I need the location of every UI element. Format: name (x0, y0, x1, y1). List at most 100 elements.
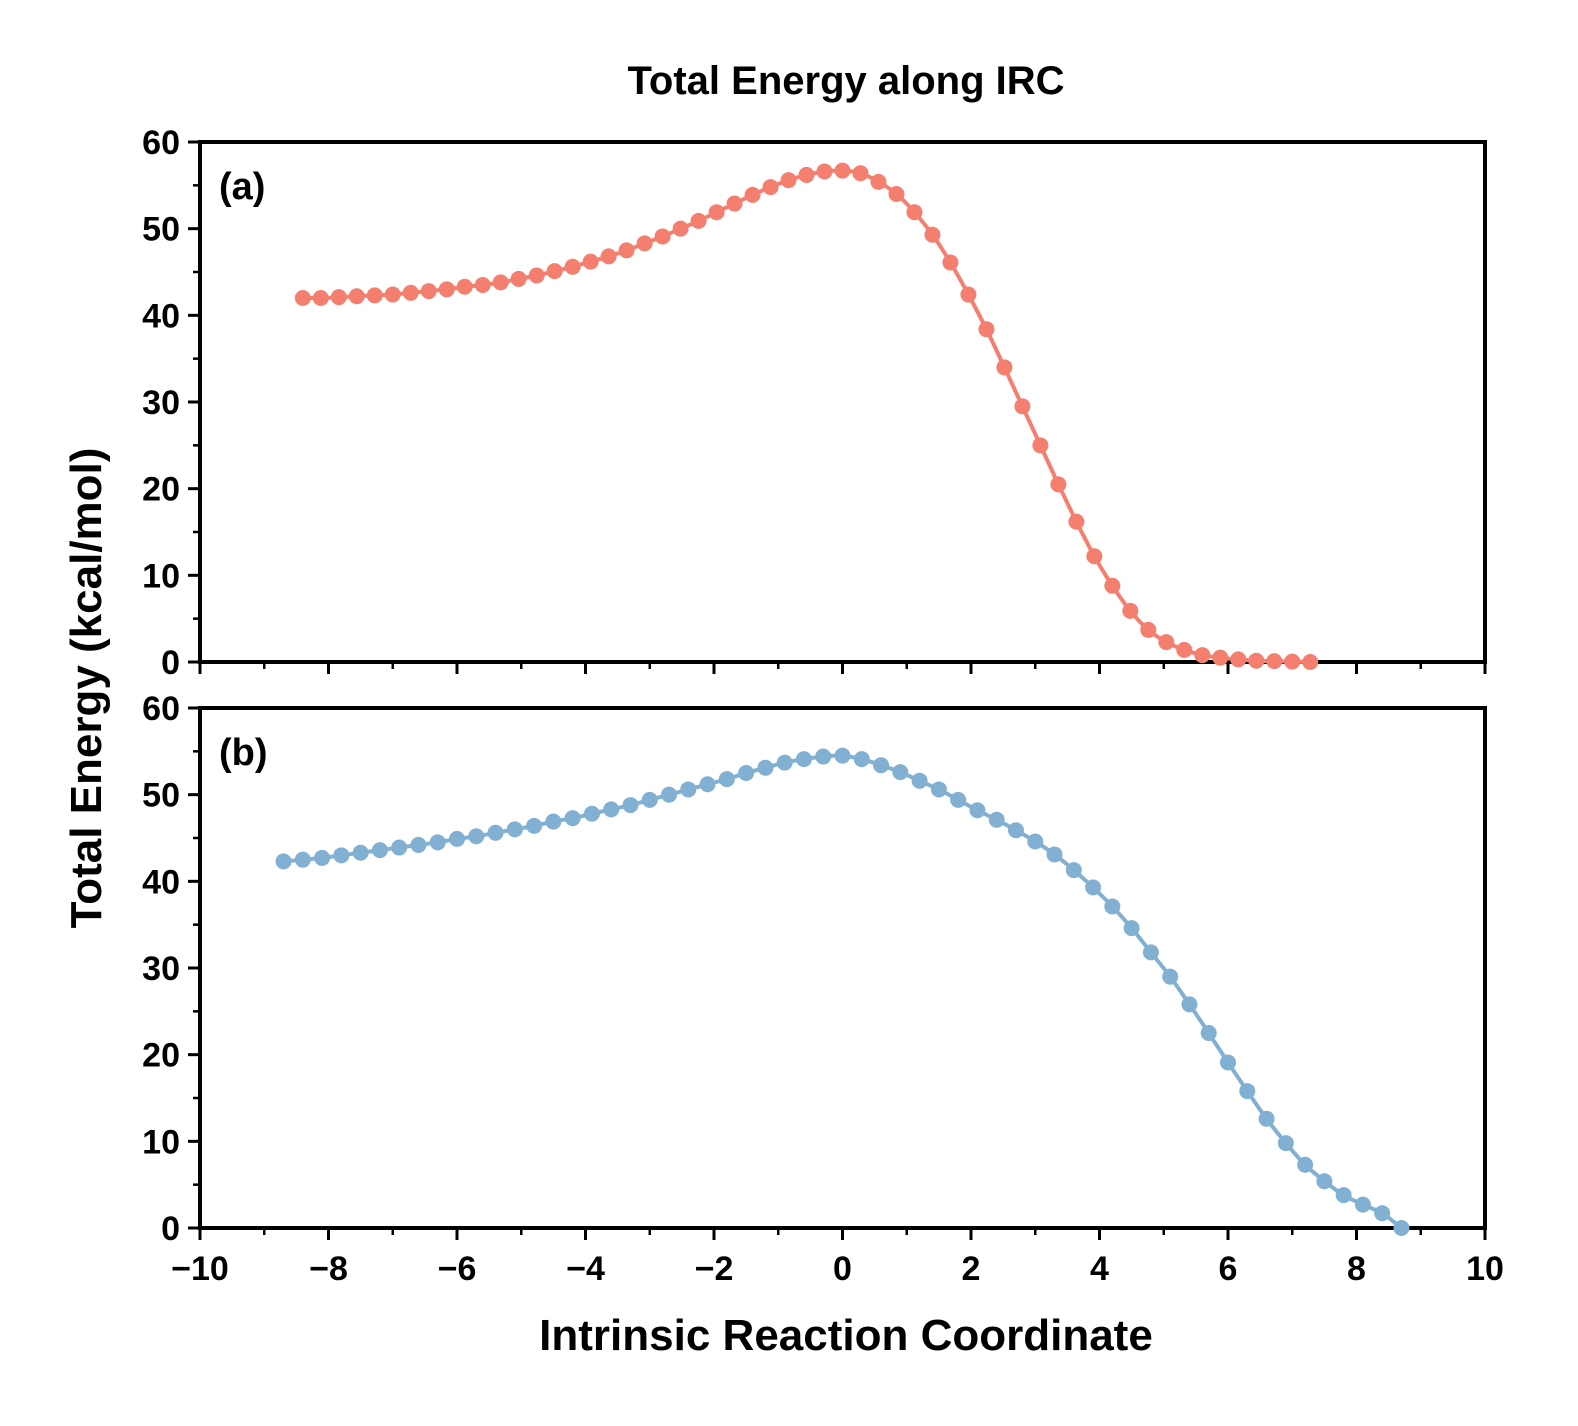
panel-b-data-point (506, 821, 523, 838)
panel-a-data-point (1086, 548, 1103, 565)
panel-b-series-line (283, 753, 1403, 1230)
panel-b-data-point (988, 811, 1005, 828)
panel-b-data-point (1297, 1156, 1314, 1173)
panel-a-data-point (654, 228, 671, 245)
panel-a-data-point (1284, 653, 1301, 670)
panel-a-data-point (330, 289, 347, 306)
panel-b-data-point (1046, 846, 1063, 863)
panel-b-y-tick-label: 40 (142, 863, 180, 901)
panel-a-data-point (456, 278, 473, 295)
panel-a-data-point (546, 263, 563, 280)
panel-b-data-point (1085, 879, 1102, 896)
panel-b-data-point (1239, 1083, 1256, 1100)
panel-a-data-point (528, 267, 545, 284)
panel-a-data-point (1212, 649, 1229, 666)
panel-b-data-point (1335, 1187, 1352, 1204)
panel-a-data-point (438, 281, 455, 298)
x-tick-label: −2 (695, 1250, 734, 1288)
panel-a-data-point (1230, 651, 1247, 668)
panel-b-data-point (1027, 833, 1044, 850)
panel-b-y-tick-label: 20 (142, 1037, 180, 1075)
panel-b-data-point (333, 847, 350, 864)
x-axis-label: Intrinsic Reaction Coordinate (539, 1311, 1153, 1360)
panel-a-data-point (1176, 641, 1193, 658)
panel-b-data-point (815, 748, 832, 765)
panel-b-y-tick-label: 0 (161, 1210, 180, 1248)
panel-b-data-point (564, 810, 581, 827)
panel-b-data-point (468, 828, 485, 845)
panel-b-data-point (1142, 944, 1159, 961)
panel-b-data-point (1162, 968, 1179, 985)
panel-a-data-point (726, 195, 743, 212)
panel-a-data-point (1068, 513, 1085, 530)
panel-b-data-point (391, 839, 408, 856)
panel-a-data-point (1104, 577, 1121, 594)
panel-b-data-point (1181, 996, 1198, 1013)
panel-b-data-point (1123, 920, 1140, 937)
panel-b-data-point (892, 764, 909, 781)
panel-a-data-point (582, 253, 599, 270)
panel-a-data-point (366, 287, 383, 304)
panel-b-data-point (911, 772, 928, 789)
panel-b-data-point (661, 786, 678, 803)
panel-a-data-point (1266, 653, 1283, 670)
panel-a-frame (198, 140, 1487, 664)
panel-a-series-line (302, 168, 1311, 664)
panel-b-data-point (757, 759, 774, 776)
panel-a-data-point (978, 321, 995, 338)
x-tick-label: 8 (1347, 1250, 1366, 1288)
panel-b-data-point (314, 849, 331, 866)
panel-a-data-point (1158, 634, 1175, 651)
y-axis-label: Total Energy (kcal/mol) (62, 448, 111, 929)
panel-a-data-point (600, 248, 617, 265)
panel-a-data-point (780, 172, 797, 189)
panel-b-data-point (1104, 898, 1121, 915)
panel-b-data-point (1007, 822, 1024, 839)
panel-a-data-point (384, 286, 401, 303)
panel-a-data-point (294, 290, 311, 306)
panel-a-data-point (564, 258, 581, 275)
panel-a-data-point (942, 254, 959, 271)
panel-b-y-tick-label: 50 (142, 777, 180, 815)
panel-b-data-point (795, 751, 812, 768)
panel-a-data-point (996, 359, 1013, 376)
panel-b-data-point (1065, 862, 1082, 879)
panel-b-data-point (699, 776, 716, 793)
panel-a-data-point (672, 220, 689, 237)
panel-a-data-point (1248, 652, 1265, 669)
panel-b-data-point (429, 834, 446, 851)
panel-a-data-point (834, 162, 851, 179)
panel-a-data-point (690, 212, 707, 229)
x-tick-label: −4 (566, 1250, 605, 1288)
panel-a-y-tick-label: 40 (142, 297, 180, 335)
x-tick-label: −8 (309, 1250, 348, 1288)
panel-b-label: (b) (219, 732, 268, 774)
panel-a-data-point (960, 286, 977, 303)
panel-b-data-point (718, 771, 735, 788)
panel-b: (b) 0 10 20 30 40 50 60 −10 −8 −6 −4 −2 0 2 4 6 8 10 (142, 690, 1504, 1288)
x-tick-label: −6 (438, 1250, 477, 1288)
panel-a-data-point (1032, 437, 1049, 454)
panel-b-data-point (680, 781, 697, 798)
panel-a-data-point (636, 235, 653, 252)
panel-b-data-point (1277, 1135, 1294, 1152)
panel-a-data-point (1014, 398, 1031, 415)
panel-b-data-point (526, 817, 543, 834)
panel-a-data-point (1050, 476, 1067, 493)
panel-b-y-tick-label: 30 (142, 950, 180, 988)
panel-a-data-point (312, 290, 329, 306)
panel-b-data-point (853, 751, 870, 768)
panel-a-y-tick-label: 20 (142, 471, 180, 509)
panel-b-data-point (1220, 1054, 1236, 1071)
panel-a-data-point (474, 277, 491, 293)
panel-b-data-point (294, 851, 311, 868)
panel-b-data-point (352, 844, 369, 861)
panel-b-data-point (1354, 1196, 1371, 1213)
panel-b-data-point (1374, 1205, 1391, 1222)
panel-a-y-tick-label: 60 (142, 124, 180, 162)
panel-a-y-tick-label: 30 (142, 384, 180, 422)
panel-a-data-point (906, 204, 923, 221)
panel-b-data-point (603, 801, 620, 818)
panel-b-data-point (545, 813, 562, 830)
